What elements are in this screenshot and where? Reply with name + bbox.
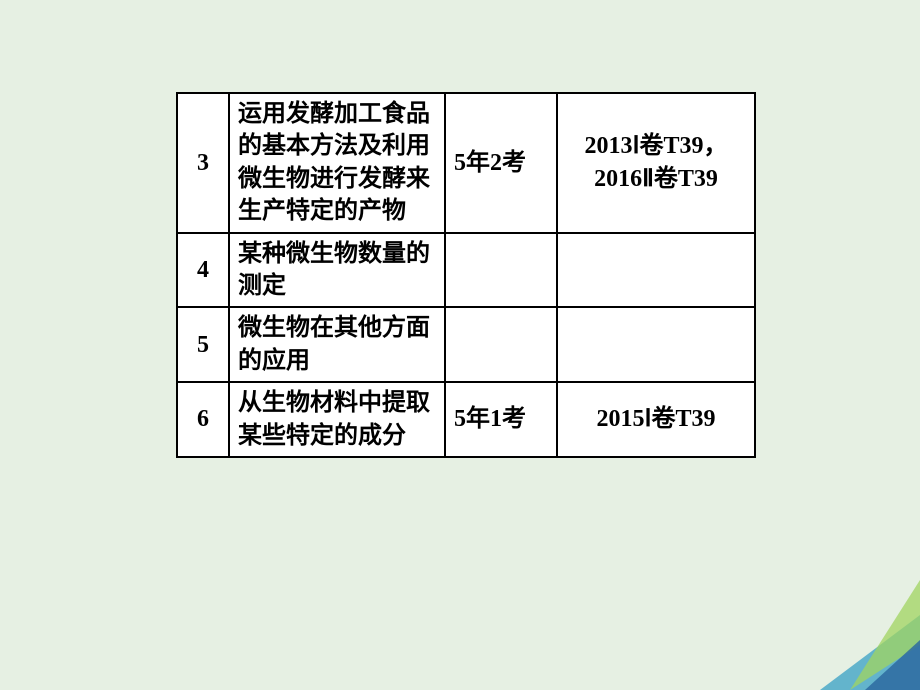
row-number: 3 — [177, 93, 229, 233]
row-topic: 某种微生物数量的测定 — [229, 233, 445, 308]
row-frequency — [445, 307, 557, 382]
row-exam: 2015Ⅰ卷T39 — [557, 382, 755, 457]
corner-decoration-icon — [780, 580, 920, 690]
row-frequency: 5年1考 — [445, 382, 557, 457]
row-exam — [557, 233, 755, 308]
table-row: 6 从生物材料中提取某些特定的成分 5年1考 2015Ⅰ卷T39 — [177, 382, 755, 457]
row-number: 5 — [177, 307, 229, 382]
row-topic: 运用发酵加工食品的基本方法及利用微生物进行发酵来生产特定的产物 — [229, 93, 445, 233]
content-table: 3 运用发酵加工食品的基本方法及利用微生物进行发酵来生产特定的产物 5年2考 2… — [176, 92, 756, 458]
row-exam: 2013Ⅰ卷T39，2016Ⅱ卷T39 — [557, 93, 755, 233]
table-row: 5 微生物在其他方面的应用 — [177, 307, 755, 382]
row-topic: 微生物在其他方面的应用 — [229, 307, 445, 382]
row-number: 4 — [177, 233, 229, 308]
row-frequency: 5年2考 — [445, 93, 557, 233]
table-row: 3 运用发酵加工食品的基本方法及利用微生物进行发酵来生产特定的产物 5年2考 2… — [177, 93, 755, 233]
row-frequency — [445, 233, 557, 308]
table-row: 4 某种微生物数量的测定 — [177, 233, 755, 308]
row-exam — [557, 307, 755, 382]
row-topic: 从生物材料中提取某些特定的成分 — [229, 382, 445, 457]
row-number: 6 — [177, 382, 229, 457]
